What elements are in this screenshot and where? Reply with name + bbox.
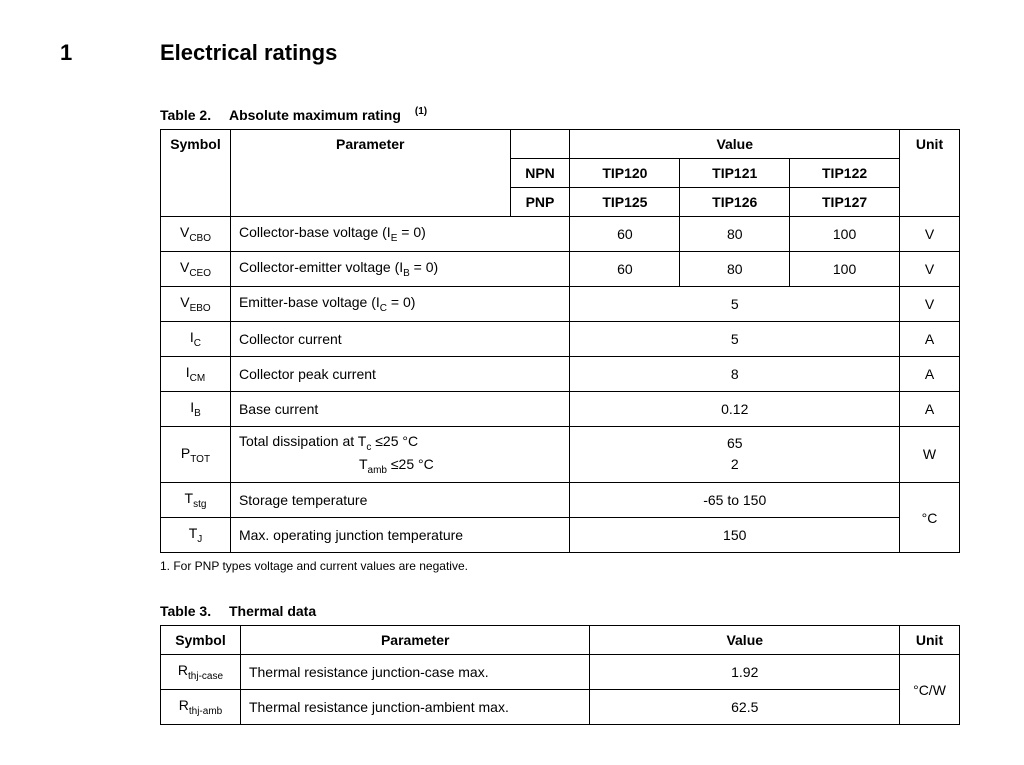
table3: Symbol Parameter Value Unit Rthj-case Th… [160, 625, 960, 725]
row-rthj-case: Rthj-case Thermal resistance junction-ca… [161, 655, 960, 690]
row-rthj-amb: Rthj-amb Thermal resistance junction-amb… [161, 690, 960, 725]
t2h-sym: Symbol [161, 129, 231, 216]
row-icm: ICM Collector peak current 8 A [161, 356, 960, 391]
t2h-npn0: TIP120 [570, 158, 680, 187]
t2h-pnp1: TIP126 [680, 187, 790, 216]
t3h-unit: Unit [900, 626, 960, 655]
section-number: 1 [60, 40, 160, 66]
t2h-pnp0: TIP125 [570, 187, 680, 216]
t2h-pnp2: TIP127 [790, 187, 900, 216]
t3h-par: Parameter [240, 626, 590, 655]
table3-caption: Table 3. Thermal data [160, 603, 964, 619]
t2h-pnp: PNP [510, 187, 570, 216]
table2-footnote: 1. For PNP types voltage and current val… [160, 559, 964, 573]
row-tstg: Tstg Storage temperature -65 to 150 °C [161, 483, 960, 518]
t3h-val: Value [590, 626, 900, 655]
row-vcbo: VCBO Collector-base voltage (IE = 0) 608… [161, 216, 960, 251]
section-title: Electrical ratings [160, 40, 337, 66]
t2h-npn2: TIP122 [790, 158, 900, 187]
table2-body: Symbol Parameter Value Unit NPN TIP120 T… [160, 129, 960, 554]
row-tj: TJ Max. operating junction temperature 1… [161, 518, 960, 553]
table2-label: Table 2. [160, 107, 211, 123]
table2-caption: Table 2. Absolute maximum rating (1) [160, 106, 964, 123]
t2h-par: Parameter [230, 129, 510, 216]
table3-title: Thermal data [229, 603, 316, 619]
table2-sup: (1) [415, 106, 427, 117]
t2h-empty [510, 129, 570, 158]
t2h-npn: NPN [510, 158, 570, 187]
table3-label: Table 3. [160, 603, 211, 619]
table2-title: Absolute maximum rating [229, 107, 401, 123]
t2h-val: Value [570, 129, 900, 158]
t2h-npn1: TIP121 [680, 158, 790, 187]
section-header: 1 Electrical ratings [60, 40, 964, 66]
row-vebo: VEBO Emitter-base voltage (IC = 0) 5 V [161, 286, 960, 321]
row-ptot: PTOT Total dissipation at Tc ≤25 °C Tamb… [161, 426, 960, 483]
row-vceo: VCEO Collector-emitter voltage (IB = 0) … [161, 251, 960, 286]
row-ic: IC Collector current 5 A [161, 321, 960, 356]
t3h-sym: Symbol [161, 626, 241, 655]
row-ib: IB Base current 0.12 A [161, 391, 960, 426]
t2h-unit: Unit [900, 129, 960, 216]
